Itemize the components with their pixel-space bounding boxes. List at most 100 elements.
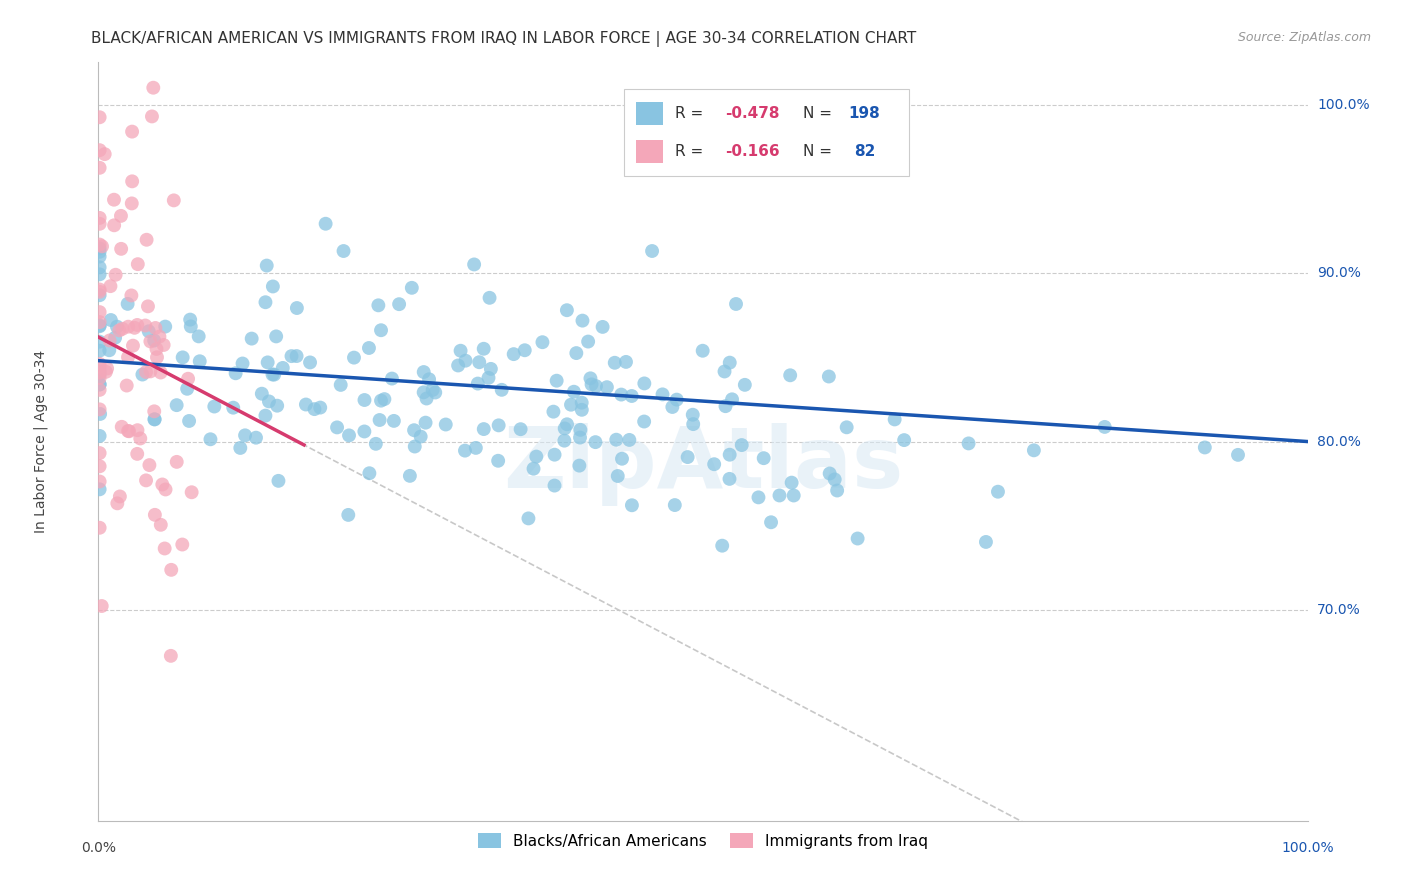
Point — [143, 412, 166, 426]
Point — [245, 431, 267, 445]
Point — [585, 435, 607, 450]
Point — [160, 563, 183, 577]
Point — [555, 417, 578, 432]
Text: ZipAtlas: ZipAtlas — [503, 423, 903, 506]
Point — [299, 355, 322, 369]
Point — [721, 392, 744, 407]
Point — [555, 303, 578, 318]
Point — [117, 297, 139, 311]
Point — [478, 291, 501, 305]
Point — [89, 319, 111, 334]
Point — [110, 209, 132, 223]
Text: 198: 198 — [848, 106, 880, 121]
Point — [141, 110, 163, 124]
Point — [96, 361, 118, 376]
Text: BLACK/AFRICAN AMERICAN VS IMMIGRANTS FROM IRAQ IN LABOR FORCE | AGE 30-34 CORREL: BLACK/AFRICAN AMERICAN VS IMMIGRANTS FRO… — [91, 31, 917, 47]
Point — [450, 343, 472, 358]
Point — [89, 211, 111, 225]
Point — [718, 448, 741, 462]
Point — [1194, 441, 1216, 455]
Text: 100.0%: 100.0% — [1317, 97, 1369, 112]
Point — [524, 450, 547, 464]
Point — [135, 474, 157, 488]
Point — [724, 297, 747, 311]
Point — [825, 483, 848, 498]
Point — [89, 402, 111, 417]
Legend: Blacks/African Americans, Immigrants from Iraq: Blacks/African Americans, Immigrants fro… — [472, 827, 934, 855]
Point — [664, 498, 686, 512]
Point — [571, 313, 593, 327]
Point — [149, 517, 172, 532]
Point — [370, 323, 392, 337]
Point — [883, 412, 905, 426]
Point — [661, 400, 683, 414]
Point — [111, 322, 134, 336]
Point — [343, 351, 366, 365]
Point — [682, 408, 704, 422]
Point — [104, 331, 127, 345]
Point — [143, 404, 166, 418]
Point — [404, 423, 426, 437]
Point — [229, 441, 252, 455]
Point — [568, 458, 591, 473]
Point — [93, 147, 115, 161]
Point — [257, 394, 280, 409]
Point — [467, 376, 489, 391]
Point — [893, 433, 915, 447]
Point — [89, 244, 111, 259]
Point — [89, 475, 111, 489]
Point — [98, 334, 121, 348]
Point — [89, 359, 111, 374]
Point — [240, 332, 263, 346]
Point — [513, 343, 536, 358]
Point — [89, 383, 111, 397]
Point — [138, 458, 160, 472]
Point — [121, 196, 143, 211]
Text: 0.0%: 0.0% — [82, 841, 115, 855]
Point — [163, 194, 186, 208]
Point — [633, 376, 655, 391]
Point — [110, 242, 132, 256]
Point — [179, 312, 201, 326]
Point — [606, 469, 628, 483]
Point — [824, 472, 846, 486]
Point — [254, 409, 277, 423]
Point — [464, 441, 486, 455]
Point — [610, 451, 633, 466]
Point — [454, 353, 477, 368]
Point — [89, 368, 111, 382]
Point — [225, 366, 247, 380]
Point — [401, 281, 423, 295]
Point — [415, 416, 437, 430]
Point — [835, 420, 858, 434]
Point — [543, 404, 565, 418]
Point — [160, 648, 183, 663]
Point — [974, 535, 997, 549]
Point — [486, 454, 509, 468]
Point — [332, 244, 354, 258]
Point — [768, 488, 790, 502]
Point — [734, 377, 756, 392]
Point — [89, 377, 111, 392]
Point — [172, 351, 194, 365]
Point — [569, 431, 592, 445]
Point — [89, 285, 111, 299]
Point — [139, 334, 162, 349]
Point — [718, 472, 741, 486]
Point — [89, 429, 111, 443]
Point — [364, 437, 387, 451]
Point — [412, 365, 434, 379]
Point — [585, 379, 607, 393]
Point — [127, 447, 149, 461]
Point — [267, 474, 290, 488]
Text: R =: R = — [675, 145, 709, 160]
Point — [665, 392, 688, 407]
Point — [367, 298, 389, 312]
Point — [987, 484, 1010, 499]
Point — [479, 362, 502, 376]
Point — [522, 461, 544, 475]
Point — [468, 355, 491, 369]
Point — [554, 421, 576, 435]
Point — [605, 433, 627, 447]
Point — [565, 346, 588, 360]
